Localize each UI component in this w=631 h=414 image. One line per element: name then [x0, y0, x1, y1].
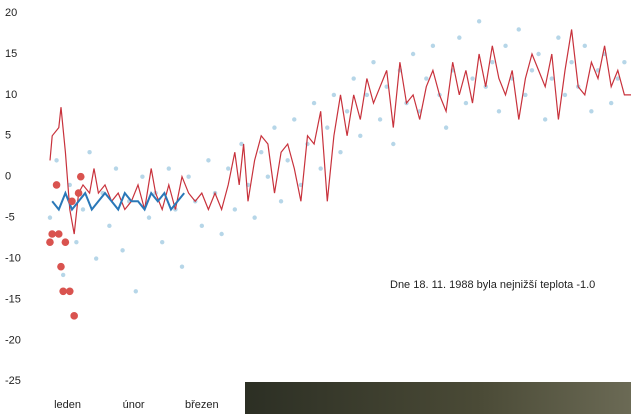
cloud-point: [252, 215, 257, 220]
record-dot: [65, 287, 74, 296]
cloud-point: [556, 35, 561, 40]
cloud-point: [536, 51, 541, 57]
record-dot: [46, 238, 54, 246]
cloud-point: [516, 27, 521, 32]
cloud-point: [87, 149, 92, 155]
cloud-point: [265, 174, 271, 179]
series-line: [51, 190, 185, 212]
cloud-point: [331, 92, 337, 98]
cloud-point: [272, 125, 277, 130]
cloud-point: [160, 239, 165, 245]
record-dot: [74, 189, 83, 197]
cloud-point: [371, 59, 376, 65]
cloud-point: [325, 125, 330, 130]
cloud-point: [113, 166, 119, 171]
banner: [245, 382, 631, 414]
cloud-point: [179, 264, 185, 269]
record-dot: [61, 238, 70, 246]
x-tick-label: leden: [54, 399, 81, 411]
cloud-point: [292, 117, 297, 122]
cloud-point: [503, 43, 508, 49]
record-dot: [68, 197, 76, 206]
y-tick-label: -10: [5, 252, 21, 264]
cloud-point: [608, 100, 614, 106]
y-tick-label: -25: [5, 375, 21, 387]
cloud-point: [529, 68, 535, 73]
y-tick-label: 20: [5, 7, 17, 19]
cloud-point: [285, 158, 290, 163]
cloud-point: [259, 149, 264, 155]
cloud-point: [615, 76, 620, 81]
cloud-point: [120, 248, 125, 253]
cloud-point: [569, 59, 574, 65]
cloud-point: [490, 59, 495, 65]
cloud-point: [67, 182, 72, 188]
cloud-point: [443, 125, 449, 130]
record-dot: [54, 230, 63, 238]
cloud-point: [93, 256, 99, 261]
record-dot: [59, 287, 67, 296]
y-tick-label: 5: [5, 130, 11, 142]
cloud-point: [338, 149, 343, 155]
cloud-point: [60, 272, 66, 278]
cloud-point: [166, 166, 172, 171]
cloud-point: [622, 59, 627, 65]
cloud-point: [318, 166, 323, 171]
cloud-point: [351, 76, 356, 81]
cloud-point: [199, 223, 205, 229]
cloud-point: [344, 109, 350, 114]
cloud-point: [186, 174, 191, 179]
cloud-point: [476, 19, 482, 24]
x-tick-label: únor: [123, 399, 145, 411]
cloud-point: [549, 76, 554, 81]
cloud-point: [206, 158, 211, 163]
cloud-point: [74, 239, 79, 245]
cloud-point: [562, 92, 568, 98]
y-tick-label: -5: [5, 212, 15, 224]
record-dot: [48, 230, 56, 238]
y-tick-label: 0: [5, 171, 11, 183]
record-dot: [70, 312, 78, 320]
cloud-point: [311, 100, 317, 106]
cloud-point: [226, 166, 231, 171]
cloud-point: [219, 231, 224, 237]
y-tick-label: -20: [5, 334, 21, 346]
cloud-point: [47, 215, 53, 220]
cloud-point: [542, 117, 548, 122]
cloud-point: [430, 43, 436, 49]
cloud-point: [80, 207, 86, 212]
cloud-point: [523, 92, 528, 98]
cloud-point: [582, 43, 587, 49]
cloud-point: [496, 109, 502, 114]
cloud-point: [470, 76, 475, 81]
record-dot: [52, 181, 61, 189]
cloud-point: [146, 215, 152, 220]
cloud-point: [364, 92, 370, 98]
cloud-point: [278, 199, 284, 204]
cloud-point: [140, 174, 145, 179]
cloud-point: [133, 289, 138, 294]
cloud-point: [424, 76, 429, 81]
cloud-point: [358, 133, 363, 139]
cloud-point: [410, 51, 416, 57]
series-line: [49, 29, 631, 235]
cloud-point: [232, 207, 238, 212]
cloud-point: [54, 158, 59, 163]
cloud-point: [457, 35, 462, 40]
x-tick-label: březen: [185, 399, 219, 411]
cloud-point: [377, 117, 383, 122]
y-tick-label: 15: [5, 48, 17, 60]
cloud-point: [107, 223, 112, 229]
cloud-point: [239, 141, 244, 147]
record-dot: [57, 262, 65, 271]
cloud-point: [463, 100, 469, 106]
y-tick-label: 10: [5, 89, 17, 101]
cloud-point: [589, 109, 594, 114]
annotation: Dne 18. 11. 1988 byla nejnižší teplota -…: [390, 279, 595, 291]
record-dot: [76, 172, 85, 181]
y-tick-label: -15: [5, 293, 21, 305]
cloud-point: [384, 84, 389, 89]
cloud-point: [391, 141, 396, 147]
